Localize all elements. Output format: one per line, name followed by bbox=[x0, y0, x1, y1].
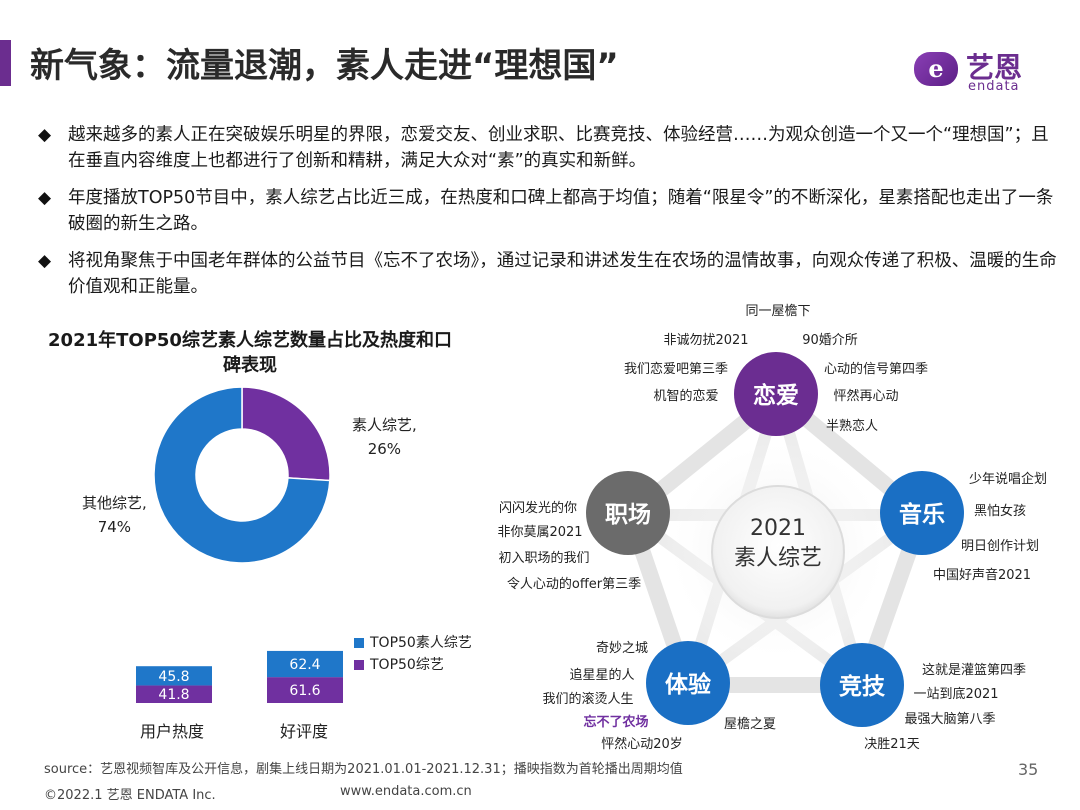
category-label-music: 音乐 bbox=[899, 501, 945, 528]
program-label: 我们的滚烫人生 bbox=[542, 691, 633, 707]
slice-value: 74% bbox=[82, 515, 147, 539]
program-label: 这就是灌篮第四季 bbox=[922, 662, 1026, 678]
program-label: 同一屋檐下 bbox=[745, 304, 810, 319]
legend-swatch bbox=[354, 660, 364, 670]
slice-name: 素人综艺, bbox=[352, 413, 417, 437]
center-label: 素人综艺 bbox=[734, 546, 822, 571]
program-label: 机智的恋爱 bbox=[653, 388, 718, 404]
program-label: 闪闪发光的你 bbox=[499, 500, 577, 516]
program-label: 最强大脑第八季 bbox=[904, 712, 995, 727]
bullet-text: 年度播放TOP50节目中，素人综艺占比近三成，在热度和口碑上都高于均值；随着“限… bbox=[68, 188, 1053, 234]
stacked-bar-chart: 41.8 45.8 61.6 62.4 bbox=[100, 585, 350, 705]
endata-logo: e 艺恩 endata bbox=[914, 44, 1054, 94]
bullet-list: ◆ 越来越多的素人正在突破娱乐明星的界限，恋爱交友、创业求职、比赛竞技、体验经营… bbox=[36, 122, 1066, 311]
category-label-competition: 竞技 bbox=[839, 673, 886, 700]
donut-chart-title: 2021年TOP50综艺素人综艺数量占比及热度和口碑表现 bbox=[40, 328, 460, 378]
legend-label: TOP50综艺 bbox=[370, 657, 444, 673]
logo-mark-letter: e bbox=[914, 54, 958, 83]
program-label: 半熟恋人 bbox=[826, 418, 878, 434]
category-label-experience: 体验 bbox=[665, 671, 711, 698]
legend-swatch bbox=[354, 638, 364, 648]
bar-value-label: 61.6 bbox=[289, 683, 320, 699]
bar-category-label: 好评度 bbox=[280, 718, 328, 742]
program-label: 决胜21天 bbox=[864, 737, 920, 752]
category-mindmap: 2021 素人综艺 恋爱 音乐 竞技 体验 职场 同一屋檐下 非诚勿扰2021 … bbox=[470, 290, 1080, 760]
bar-legend: TOP50素人综艺 TOP50综艺 bbox=[354, 632, 472, 676]
bar-value-label: 45.8 bbox=[158, 669, 189, 685]
donut-slice-suren bbox=[242, 387, 330, 481]
logo-mark: e bbox=[914, 52, 958, 86]
program-label: 一站到底2021 bbox=[913, 686, 998, 702]
program-label: 奇妙之城 bbox=[596, 640, 648, 656]
program-label: 追星星的人 bbox=[569, 667, 634, 683]
program-label: 我们恋爱吧第三季 bbox=[624, 361, 728, 377]
program-label: 屋檐之夏 bbox=[724, 717, 776, 732]
page-number: 35 bbox=[1018, 760, 1038, 779]
program-label: 非诚勿扰2021 bbox=[663, 333, 748, 348]
footer-source: source：艺恩视频智库及公开信息，剧集上线日期为2021.01.01-202… bbox=[44, 758, 683, 777]
program-label: 明日创作计划 bbox=[961, 539, 1039, 554]
program-label: 初入职场的我们 bbox=[498, 550, 589, 566]
program-label: 怦然再心动 bbox=[833, 388, 898, 404]
legend-item: TOP50素人综艺 bbox=[354, 632, 472, 654]
program-label: 中国好声音2021 bbox=[933, 567, 1031, 583]
program-label: 少年说唱企划 bbox=[969, 471, 1047, 487]
footer-url: www.endata.com.cn bbox=[340, 784, 472, 799]
slice-label-other: 其他综艺, 74% bbox=[82, 491, 147, 539]
slice-label-suren: 素人综艺, 26% bbox=[352, 413, 417, 461]
page-title: 新气象：流量退潮，素人走进“理想国” bbox=[30, 38, 619, 87]
diamond-bullet-icon: ◆ bbox=[38, 122, 51, 148]
program-label: 心动的信号第四季 bbox=[824, 361, 928, 377]
program-label-highlight: 忘不了农场 bbox=[583, 714, 648, 730]
diamond-bullet-icon: ◆ bbox=[38, 248, 51, 274]
footer-copyright: ©2022.1 艺恩 ENDATA Inc. bbox=[44, 784, 216, 803]
program-label: 90婚介所 bbox=[802, 333, 858, 348]
title-accent-bar bbox=[0, 40, 11, 86]
category-label-love: 恋爱 bbox=[753, 382, 799, 409]
program-label: 怦然心动20岁 bbox=[601, 736, 683, 752]
center-year: 2021 bbox=[750, 516, 806, 541]
bullet-text: 越来越多的素人正在突破娱乐明星的界限，恋爱交友、创业求职、比赛竞技、体验经营……… bbox=[68, 125, 1049, 171]
bar-category-label: 用户热度 bbox=[140, 718, 204, 742]
donut-chart bbox=[152, 385, 332, 565]
bar-value-label: 41.8 bbox=[158, 687, 189, 703]
bullet-item: ◆ 越来越多的素人正在突破娱乐明星的界限，恋爱交友、创业求职、比赛竞技、体验经营… bbox=[36, 122, 1066, 174]
legend-item: TOP50综艺 bbox=[354, 654, 472, 676]
bullet-item: ◆ 年度播放TOP50节目中，素人综艺占比近三成，在热度和口碑上都高于均值；随着… bbox=[36, 185, 1066, 237]
diamond-bullet-icon: ◆ bbox=[38, 185, 51, 211]
legend-label: TOP50素人综艺 bbox=[370, 635, 472, 651]
program-label: 黑怕女孩 bbox=[974, 503, 1026, 519]
slice-name: 其他综艺, bbox=[82, 491, 147, 515]
bar-value-label: 62.4 bbox=[289, 657, 320, 673]
slice-value: 26% bbox=[352, 437, 417, 461]
program-label: 非你莫属2021 bbox=[497, 525, 582, 540]
logo-name-en: endata bbox=[968, 79, 1020, 94]
program-label: 令人心动的offer第三季 bbox=[507, 576, 641, 592]
category-label-workplace: 职场 bbox=[605, 502, 651, 528]
